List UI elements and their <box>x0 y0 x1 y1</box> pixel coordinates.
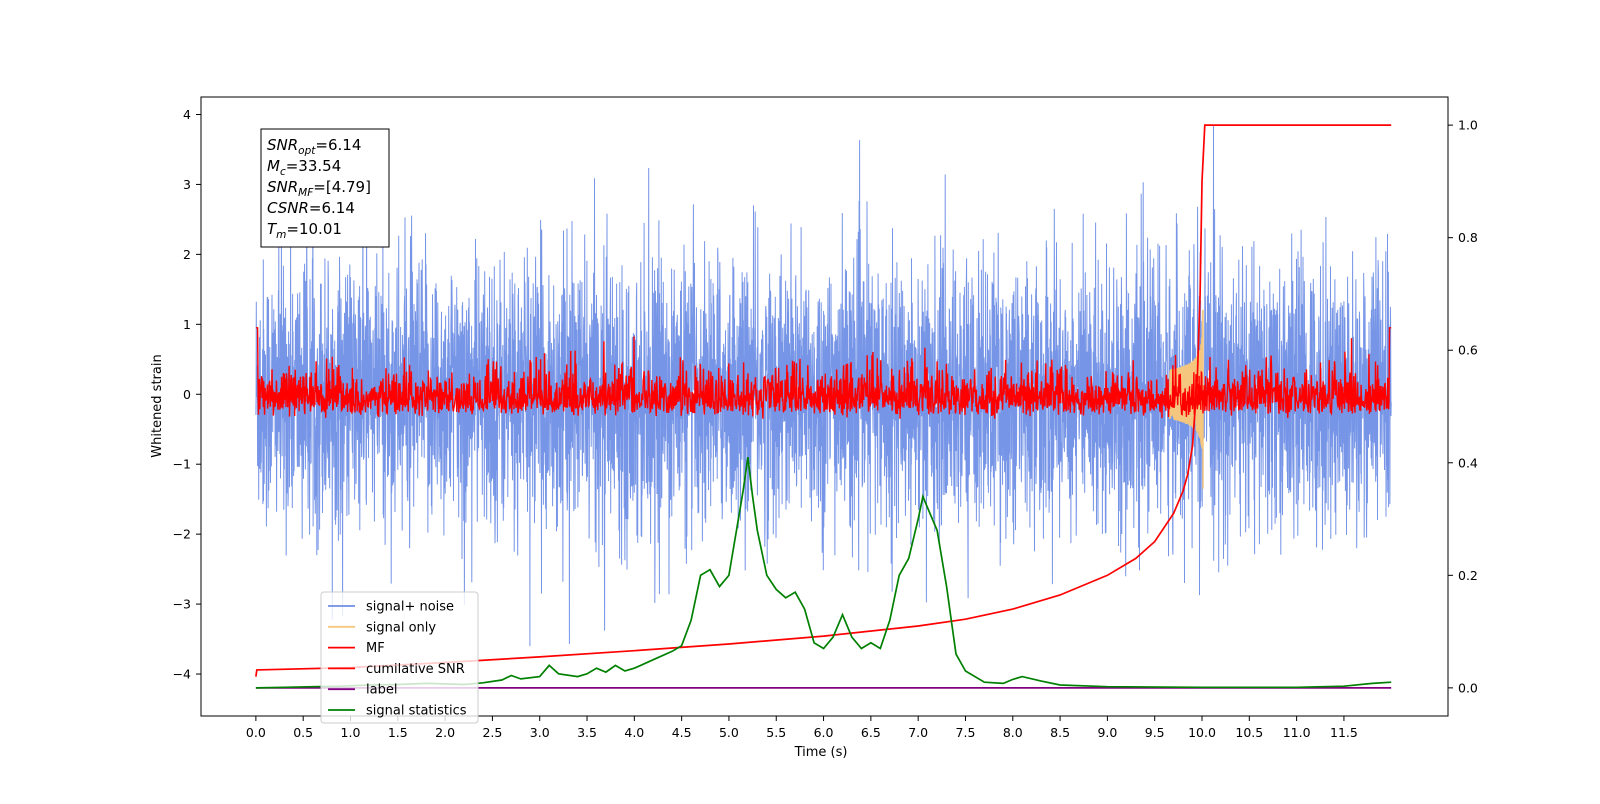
legend-frame <box>320 591 479 724</box>
x-tick-label: 4.5 <box>672 725 692 740</box>
x-tick-label: 5.5 <box>766 725 786 740</box>
x-tick-label: 6.5 <box>861 725 881 740</box>
series-signal-statistics <box>255 456 1392 689</box>
stats-line: CSNR=6.14 <box>267 199 355 217</box>
x-tick-label: 2.0 <box>435 725 455 740</box>
x-tick-label: 8.0 <box>1003 725 1023 740</box>
y-right-tick-label: 0.8 <box>1458 230 1478 245</box>
y-right-tick-label: 0.6 <box>1458 343 1478 358</box>
x-tick-label: 11.0 <box>1283 725 1311 740</box>
series-mf <box>255 327 1392 419</box>
x-tick-label: 7.5 <box>956 725 976 740</box>
x-tick-label: 0.0 <box>246 725 266 740</box>
stats-line: SNRopt=6.14 <box>267 136 361 157</box>
x-tick-label: 9.5 <box>1145 725 1165 740</box>
x-tick-label: 11.5 <box>1330 725 1358 740</box>
stats-box-frame <box>260 128 390 248</box>
line-signal-statistics <box>255 456 1392 689</box>
x-tick-label: 3.0 <box>530 725 550 740</box>
x-tick-label: 0.5 <box>293 725 313 740</box>
y-right-tick-label: 0.0 <box>1458 680 1478 695</box>
y-left-tick-label: −3 <box>173 597 191 612</box>
legend-entry: signal+ noise <box>366 600 454 615</box>
legend-entry: MF <box>366 641 385 656</box>
y-axis-right: 0.0 0.2 0.4 0.6 0.8 1.0 <box>1448 118 1478 695</box>
stats-line: Mc=33.54 <box>267 157 341 178</box>
plot-frame <box>200 96 1449 717</box>
y-right-tick-label: 1.0 <box>1458 118 1478 133</box>
x-axis: 0.0 0.5 1.0 1.5 2.0 2.5 3.0 3.5 4.0 4.5 5.0 5.5 6.0 6… <box>246 716 1358 740</box>
y-axis-left: −4 −3 −2 −1 0 1 2 3 4 <box>173 107 201 682</box>
y-left-tick-label: 1 <box>183 317 191 332</box>
line-cumilative-snr <box>255 124 1392 677</box>
stats-line: SNRMF=[4.79] <box>267 178 371 199</box>
legend: signal+ noise signal only MF cumilative SNR… <box>320 591 479 724</box>
legend-entry: label <box>366 683 397 698</box>
series-cumilative-snr <box>255 124 1392 677</box>
x-tick-label: 1.5 <box>388 725 408 740</box>
x-tick-label: 8.5 <box>1050 725 1070 740</box>
x-tick-label: 6.0 <box>814 725 834 740</box>
x-tick-label: 1.0 <box>341 725 361 740</box>
x-tick-label: 3.5 <box>577 725 597 740</box>
x-tick-label: 4.0 <box>624 725 644 740</box>
y-left-tick-label: 0 <box>183 387 191 402</box>
y-right-tick-label: 0.2 <box>1458 568 1478 583</box>
x-tick-label: 9.0 <box>1097 725 1117 740</box>
y-left-tick-label: −4 <box>173 667 191 682</box>
x-tick-label: 10.0 <box>1188 725 1216 740</box>
y-left-tick-label: 3 <box>183 177 191 192</box>
x-axis-label: Time (s) <box>794 745 848 760</box>
y-axis-label: Whitened strain <box>150 354 165 457</box>
y-right-tick-label: 0.4 <box>1458 455 1478 470</box>
legend-entry: signal only <box>366 620 436 635</box>
x-tick-label: 2.5 <box>482 725 502 740</box>
stats-box: SNRopt=6.14Mc=33.54SNRMF=[4.79]CSNR=6.14… <box>260 128 390 248</box>
line-mf <box>255 327 1392 419</box>
y-left-tick-label: 4 <box>183 107 191 122</box>
y-left-tick-label: −2 <box>173 527 191 542</box>
stats-line: Tm=10.01 <box>267 220 342 241</box>
legend-entry: signal statistics <box>366 704 467 719</box>
legend-entry: cumilative SNR <box>366 662 465 677</box>
y-left-tick-label: −1 <box>173 457 191 472</box>
x-tick-label: 5.0 <box>719 725 739 740</box>
y-left-tick-label: 2 <box>183 247 191 262</box>
x-tick-label: 7.0 <box>908 725 928 740</box>
x-tick-label: 10.5 <box>1235 725 1263 740</box>
